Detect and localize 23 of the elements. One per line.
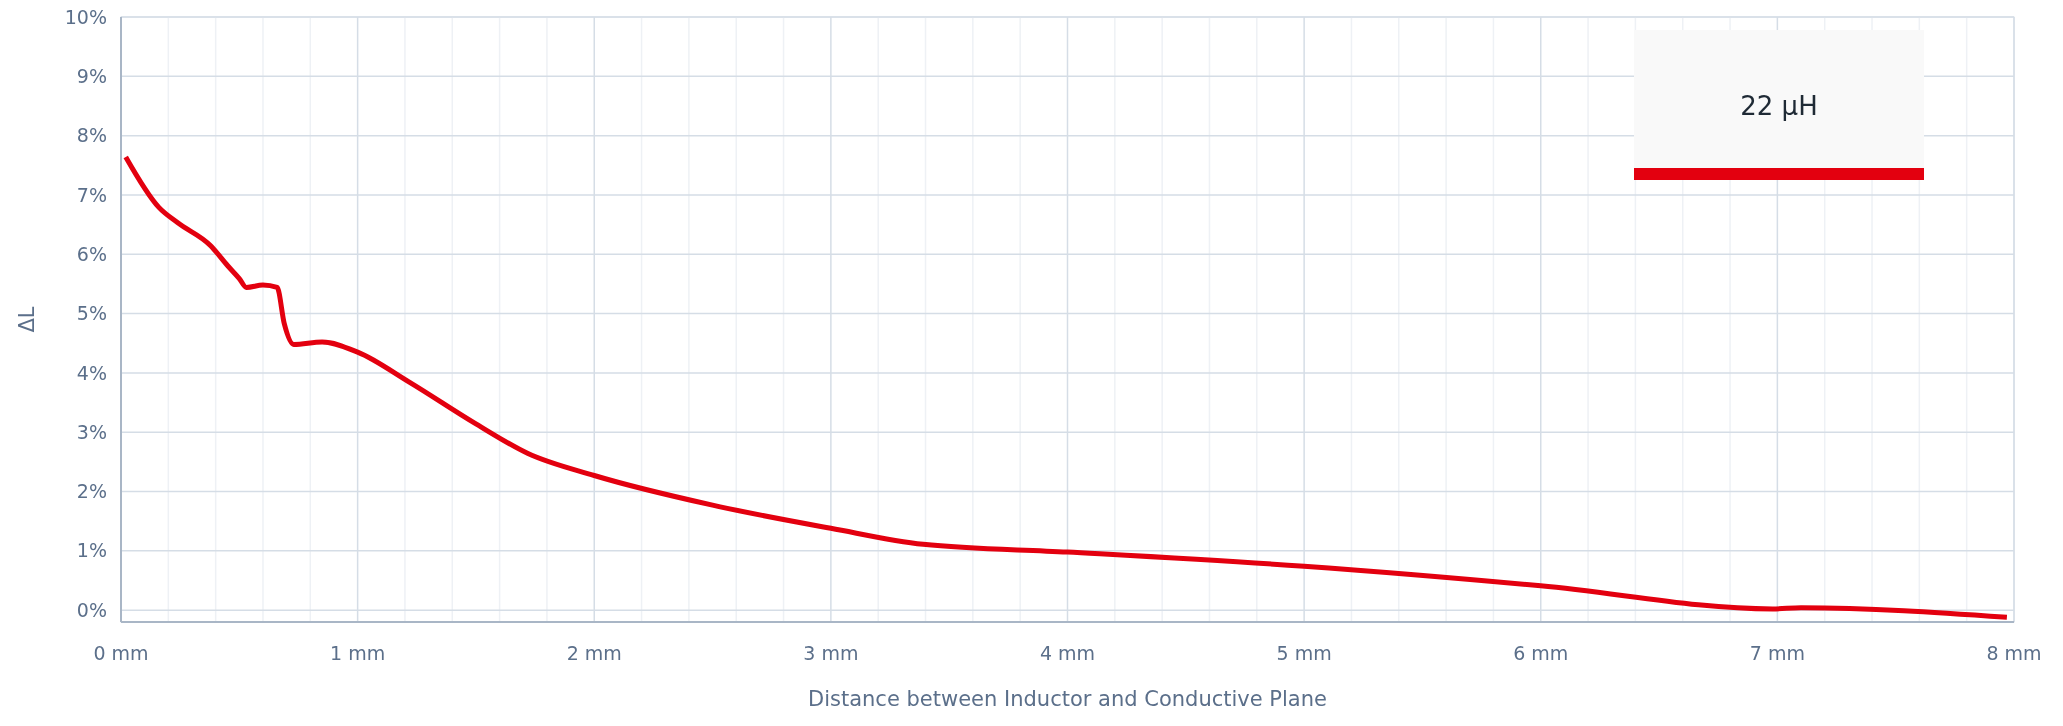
- x-tick-label: 6 mm: [1513, 642, 1569, 664]
- y-tick-label: 7%: [76, 183, 107, 206]
- y-tick-label: 6%: [76, 242, 107, 265]
- x-tick-label: 3 mm: [803, 642, 859, 664]
- x-tick-label: 5 mm: [1276, 642, 1332, 664]
- x-tick-label: 2 mm: [566, 642, 622, 664]
- y-tick-label: 9%: [76, 64, 107, 87]
- y-tick-label: 1%: [76, 539, 107, 562]
- x-tick-label: 4 mm: [1039, 642, 1096, 664]
- y-axis-title: ΔL: [15, 306, 39, 333]
- y-tick-label: 3%: [76, 420, 107, 443]
- y-tick-label: 0%: [76, 598, 107, 621]
- y-tick-label: 5%: [76, 302, 107, 325]
- x-tick-label: 1 mm: [330, 642, 386, 664]
- y-tick-label: 2%: [76, 480, 107, 503]
- x-axis-title: Distance between Inductor and Conductive Plane: [808, 687, 1327, 711]
- y-tick-label: 10%: [64, 5, 107, 28]
- y-tick-label: 4%: [76, 361, 107, 384]
- x-tick-label: 8 mm: [1986, 642, 2042, 664]
- x-tick-label: 7 mm: [1749, 642, 1805, 664]
- x-tick-label: 0 mm: [93, 642, 149, 664]
- y-tick-label: 8%: [76, 124, 107, 147]
- text: 22 µH: [1740, 91, 1818, 121]
